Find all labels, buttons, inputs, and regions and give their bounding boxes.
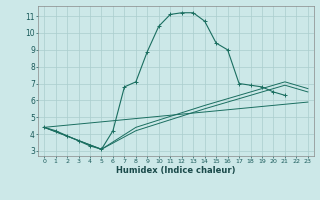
X-axis label: Humidex (Indice chaleur): Humidex (Indice chaleur) bbox=[116, 166, 236, 175]
